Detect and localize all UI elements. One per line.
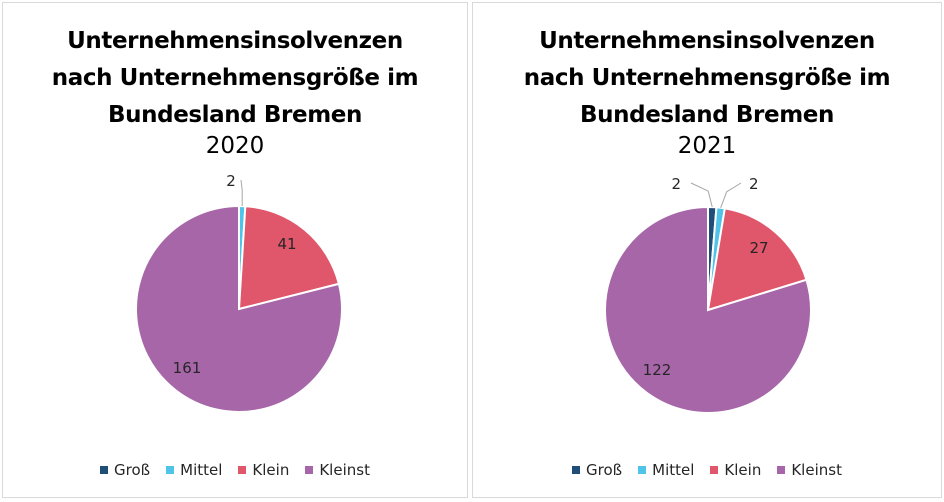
pie-chart-2020: 2 41 161 bbox=[135, 172, 343, 413]
chart-panel-2020: Unternehmensinsolvenzen nach Unternehmen… bbox=[2, 2, 468, 498]
data-label: 41 bbox=[277, 235, 296, 253]
legend-label: Klein bbox=[252, 461, 290, 479]
legend-swatch bbox=[238, 466, 247, 474]
legend-swatch bbox=[710, 466, 719, 474]
data-label: 122 bbox=[643, 361, 672, 379]
chart-title: Unternehmensinsolvenzen nach Unternehmen… bbox=[473, 23, 941, 134]
legend-swatch bbox=[100, 466, 109, 474]
pie-chart-2021: 2 2 27 122 bbox=[604, 175, 812, 414]
legend-label: Groß bbox=[114, 461, 151, 479]
legend-label: Mittel bbox=[180, 461, 223, 479]
legend-item: Mittel bbox=[638, 461, 694, 479]
pie-slice-kleinst bbox=[135, 204, 343, 413]
legend-item: Groß bbox=[100, 461, 150, 479]
legend-swatch bbox=[305, 466, 314, 474]
legend-label: Kleinst bbox=[319, 461, 370, 479]
leader-line bbox=[240, 179, 243, 207]
legend-item: Klein bbox=[238, 461, 289, 479]
chart-title: Unternehmensinsolvenzen nach Unternehmen… bbox=[3, 23, 467, 134]
pie-slice-klein bbox=[706, 207, 808, 312]
pie-slice-kleinst bbox=[604, 205, 812, 414]
data-label: 2 bbox=[749, 175, 759, 193]
data-label: 27 bbox=[749, 239, 768, 257]
data-label: 161 bbox=[173, 359, 202, 377]
leader-line bbox=[720, 182, 742, 208]
title-line-2: nach Unternehmensgröße im bbox=[523, 65, 891, 91]
legend-item: Kleinst bbox=[777, 461, 842, 479]
title-line-1: Unternehmensinsolvenzen bbox=[539, 28, 875, 54]
legend-label: Groß bbox=[586, 461, 623, 479]
legend-swatch bbox=[638, 466, 647, 474]
legend-swatch bbox=[572, 466, 581, 474]
title-line-3: Bundesland Bremen bbox=[580, 102, 834, 128]
title-line-1: Unternehmensinsolvenzen bbox=[67, 28, 403, 54]
data-label: 2 bbox=[226, 172, 236, 190]
title-line-3: Bundesland Bremen bbox=[108, 102, 362, 128]
legend-item: Mittel bbox=[166, 461, 222, 479]
legend: Groß Mittel Klein Kleinst bbox=[3, 461, 467, 479]
legend-swatch bbox=[777, 466, 786, 474]
chart-subtitle-year: 2021 bbox=[677, 133, 737, 159]
data-label: 2 bbox=[671, 175, 681, 193]
pie-slice-klein bbox=[237, 205, 341, 311]
title-line-2: nach Unternehmensgröße im bbox=[51, 65, 419, 91]
leader-line bbox=[690, 182, 713, 208]
legend-swatch bbox=[166, 466, 175, 474]
legend-item: Groß bbox=[572, 461, 622, 479]
legend: Groß Mittel Klein Kleinst bbox=[473, 461, 941, 479]
legend-label: Klein bbox=[724, 461, 762, 479]
chart-subtitle-year: 2020 bbox=[205, 133, 265, 159]
legend-label: Kleinst bbox=[791, 461, 842, 479]
legend-label: Mittel bbox=[652, 461, 695, 479]
legend-item: Klein bbox=[710, 461, 761, 479]
legend-item: Kleinst bbox=[305, 461, 370, 479]
chart-panel-2021: Unternehmensinsolvenzen nach Unternehmen… bbox=[472, 2, 942, 498]
